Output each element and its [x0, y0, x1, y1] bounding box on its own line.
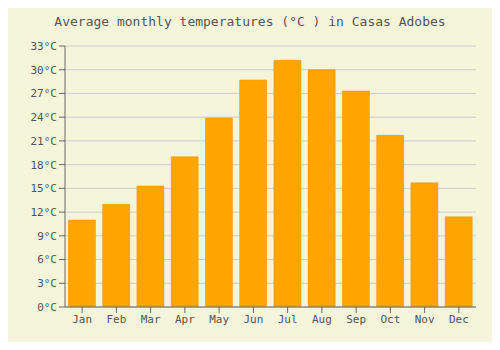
svg-text:Jan: Jan: [72, 313, 92, 326]
svg-text:Apr: Apr: [175, 313, 195, 326]
svg-text:6°C: 6°C: [37, 253, 57, 266]
svg-text:15°C: 15°C: [31, 182, 58, 195]
html-text:Average monthly temperatures (: Average monthly temperatures (°C ) in Ca…: [54, 14, 446, 29]
svg-text:33°C: 33°C: [31, 40, 58, 53]
svg-text:Sep: Sep: [346, 313, 366, 326]
svg-text:27°C: 27°C: [31, 87, 58, 100]
svg-text:0°C: 0°C: [37, 301, 57, 314]
svg-text:Jun: Jun: [243, 313, 263, 326]
svg-text:Mar: Mar: [141, 313, 161, 326]
svg-text:3°C: 3°C: [37, 277, 57, 290]
svg-text:12°C: 12°C: [31, 206, 58, 219]
svg-text:Feb: Feb: [106, 313, 126, 326]
svg-text:30°C: 30°C: [31, 64, 58, 77]
svg-text:Dec: Dec: [449, 313, 469, 326]
svg-text:9°C: 9°C: [37, 230, 57, 243]
svg-text:Oct: Oct: [380, 313, 400, 326]
svg-text:Aug: Aug: [312, 313, 332, 326]
svg-text:Jul: Jul: [278, 313, 298, 326]
svg-text:21°C: 21°C: [31, 135, 58, 148]
svg-text:May: May: [209, 313, 229, 326]
svg-text:18°C: 18°C: [31, 159, 58, 172]
svg-text:24°C: 24°C: [31, 111, 58, 124]
svg-text:Nov: Nov: [415, 313, 435, 326]
